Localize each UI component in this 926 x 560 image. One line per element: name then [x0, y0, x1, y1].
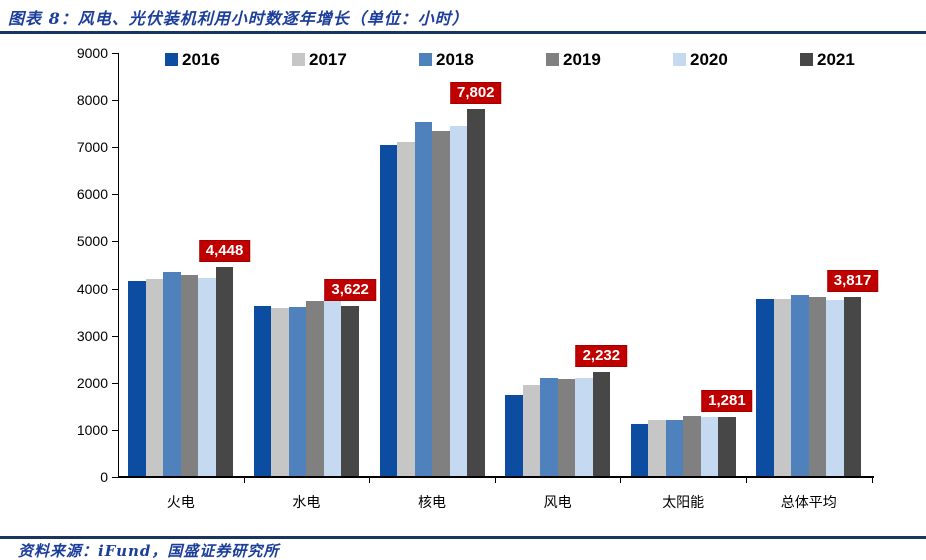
title-divider-rule: [0, 31, 926, 34]
bar-水电-2017: [271, 308, 289, 477]
x-tick-mark: [369, 478, 371, 483]
category-label-总体平均: 总体平均: [780, 495, 837, 511]
y-tick-mark: [112, 147, 118, 149]
bar-总体平均-2016: [756, 298, 774, 477]
bar-火电-2016: [128, 280, 146, 477]
legend-item-2016: 2016: [165, 50, 220, 69]
bar-核电-2017: [397, 142, 415, 477]
category-label-太阳能: 太阳能: [662, 495, 705, 511]
x-axis-line: [118, 476, 874, 478]
legend-item-2017: 2017: [292, 50, 347, 69]
legend-swatch-icon: [673, 53, 686, 66]
bar-水电-2019: [306, 301, 324, 477]
bar-太阳能-2017: [648, 420, 666, 477]
bar-核电-2018: [414, 121, 432, 477]
category-label-火电: 火电: [166, 495, 195, 511]
y-tick-mark: [112, 477, 118, 478]
bar-风电-2018: [540, 378, 558, 477]
bar-总体平均-2021: [843, 297, 862, 477]
y-tick-label: 6000: [76, 186, 108, 203]
bar-太阳能-2019: [683, 416, 701, 477]
legend-label: 2016: [182, 50, 220, 69]
y-tick-mark: [112, 194, 118, 196]
bar-核电-2021: [467, 109, 485, 477]
bar-火电-2019: [180, 274, 199, 477]
bar-总体平均-2017: [773, 298, 792, 477]
bar-水电-2021: [341, 306, 359, 477]
y-tick-label: 0: [100, 469, 108, 485]
bar-水电-2016: [253, 306, 272, 477]
bar-总体平均-2018: [791, 295, 809, 477]
legend-swatch-icon: [546, 53, 559, 66]
category-label-水电: 水电: [292, 495, 321, 511]
bar-核电-2016: [379, 145, 397, 477]
category-label-风电: 风电: [543, 495, 572, 511]
data-label-核电: 7,802: [449, 82, 502, 105]
y-tick-mark: [112, 382, 118, 384]
bar-风电-2019: [557, 378, 576, 477]
data-label-总体平均: 3,817: [826, 270, 879, 293]
x-tick-mark: [871, 478, 873, 483]
x-tick-mark: [746, 478, 747, 483]
y-tick-label: 7000: [76, 139, 108, 156]
x-tick-mark: [243, 478, 245, 483]
y-tick-mark: [112, 429, 118, 431]
bar-风电-2021: [592, 371, 611, 477]
x-tick-mark: [620, 478, 622, 483]
bar-总体平均-2020: [826, 299, 844, 477]
legend-item-2020: 2020: [673, 50, 728, 69]
bar-核电-2019: [432, 130, 450, 477]
legend-label: 2020: [690, 50, 728, 69]
legend-swatch-icon: [292, 53, 305, 66]
bar-太阳能-2018: [665, 419, 684, 477]
data-label-太阳能: 1,281: [701, 389, 753, 412]
legend-swatch-icon: [419, 53, 432, 66]
data-label-水电: 3,622: [324, 279, 376, 302]
bar-太阳能-2020: [700, 416, 719, 477]
bar-太阳能-2021: [718, 416, 736, 477]
y-tick-mark: [112, 53, 118, 54]
bar-风电-2016: [505, 394, 523, 477]
y-tick-label: 4000: [76, 280, 108, 297]
y-tick-label: 1000: [76, 421, 108, 438]
legend-label: 2018: [436, 50, 474, 69]
y-tick-mark: [112, 335, 118, 337]
legend-swatch-icon: [165, 53, 178, 66]
y-tick-label: 2000: [76, 374, 108, 391]
data-label-火电: 4,448: [198, 240, 251, 263]
legend-item-2019: 2019: [546, 50, 601, 69]
y-tick-label: 3000: [76, 327, 108, 344]
y-tick-label: 9000: [76, 45, 108, 61]
bar-火电-2017: [145, 278, 164, 477]
source-divider-rule: [0, 536, 926, 539]
legend-swatch-icon: [800, 53, 813, 66]
bar-核电-2020: [449, 125, 467, 477]
legend-label: 2021: [817, 50, 855, 69]
legend-item-2018: 2018: [419, 50, 474, 69]
bar-总体平均-2019: [808, 296, 827, 477]
bar-火电-2018: [163, 271, 181, 477]
y-tick-label: 8000: [76, 92, 108, 109]
figure-source: 资料来源：iFund，国盛证券研究所: [18, 542, 280, 560]
bar-火电-2021: [215, 267, 234, 477]
y-tick-mark: [112, 241, 118, 243]
bar-风电-2020: [575, 378, 593, 477]
y-tick-mark: [112, 288, 118, 290]
x-tick-mark: [494, 478, 496, 483]
legend-item-2021: 2021: [800, 50, 855, 69]
data-label-风电: 2,232: [575, 344, 628, 367]
y-axis-line: [118, 53, 119, 478]
bar-火电-2020: [198, 278, 216, 477]
legend-label: 2019: [563, 50, 601, 69]
figure-title: 图表 8：风电、光伏装机利用小时数逐年增长（单位：小时）: [8, 9, 469, 28]
legend-label: 2017: [309, 50, 347, 69]
bar-太阳能-2016: [630, 424, 649, 477]
y-tick-mark: [112, 100, 118, 102]
bar-水电-2018: [288, 306, 307, 477]
y-tick-label: 5000: [76, 233, 108, 250]
bar-风电-2017: [522, 385, 541, 477]
bar-水电-2020: [323, 296, 342, 477]
category-label-核电: 核电: [418, 495, 446, 511]
